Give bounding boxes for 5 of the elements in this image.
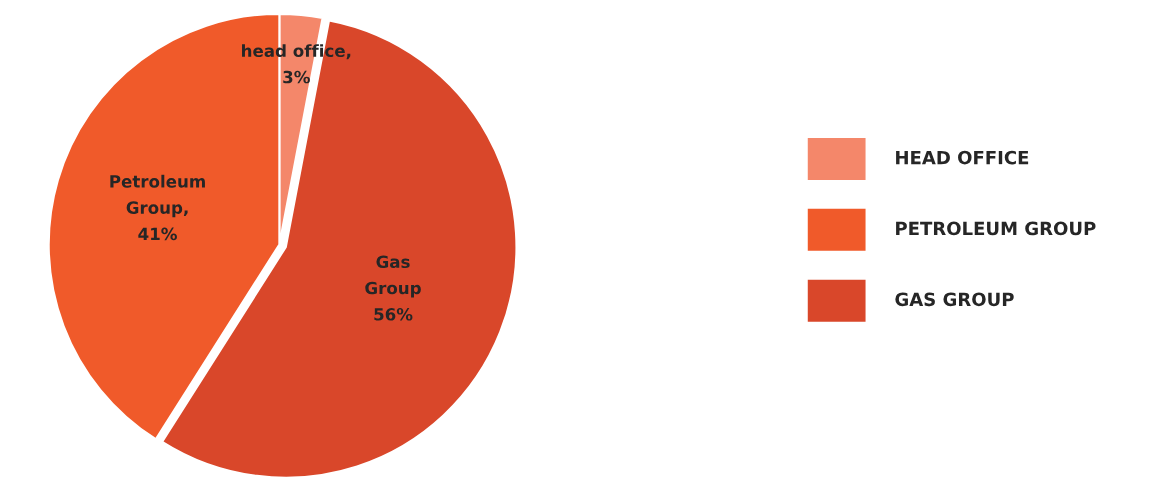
legend-label: HEAD OFFICE (896, 150, 1029, 165)
data-label: Gas Group 56% (365, 255, 421, 321)
data-label: Petroleum Group, 41% (110, 174, 205, 241)
legend-label: GAS GROUP (895, 292, 1014, 307)
legend-label: PETROLEUM GROUP (896, 221, 1096, 236)
